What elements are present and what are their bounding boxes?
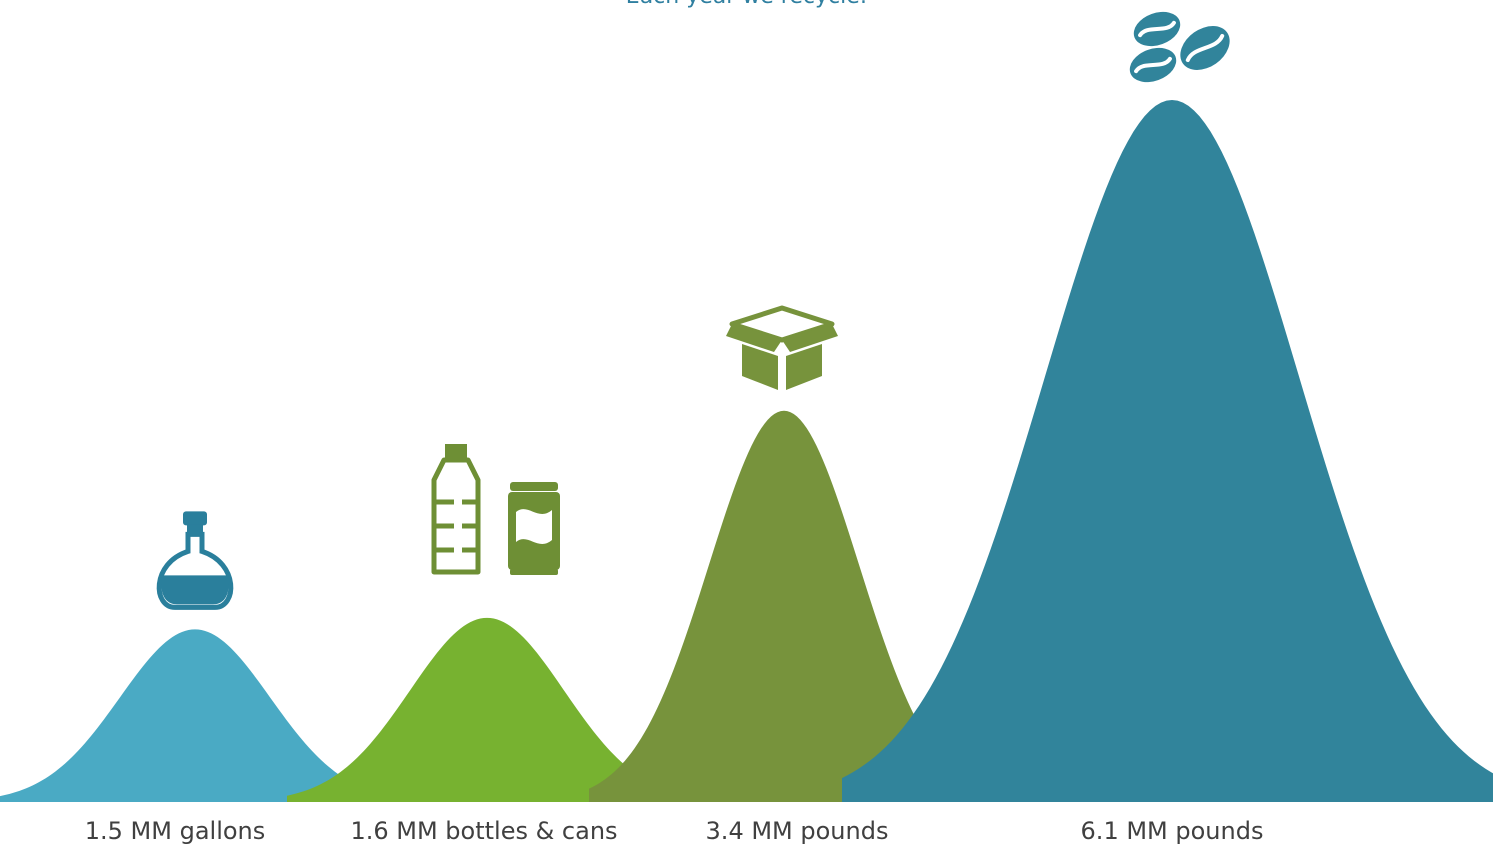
oil-flask-icon	[156, 511, 234, 610]
category-label-bottles-cans: 1.6 MM bottles & cans	[350, 817, 618, 845]
category-label-cardboard: 3.4 MM pounds	[705, 817, 889, 845]
curve-bottles-cans	[287, 617, 687, 802]
cardboard-box-icon	[726, 305, 838, 390]
curve-oil	[0, 629, 390, 802]
category-label-oil: 1.5 MM gallons	[84, 817, 266, 845]
bottle-and-can-icon	[431, 444, 560, 575]
coffee-beans-icon	[1129, 11, 1230, 83]
category-label-coffee: 6.1 MM pounds	[1080, 817, 1264, 845]
curve-cardboard	[589, 410, 979, 802]
chart-title: Each year we recycle:	[0, 0, 1493, 9]
curve-coffee	[842, 100, 1493, 802]
